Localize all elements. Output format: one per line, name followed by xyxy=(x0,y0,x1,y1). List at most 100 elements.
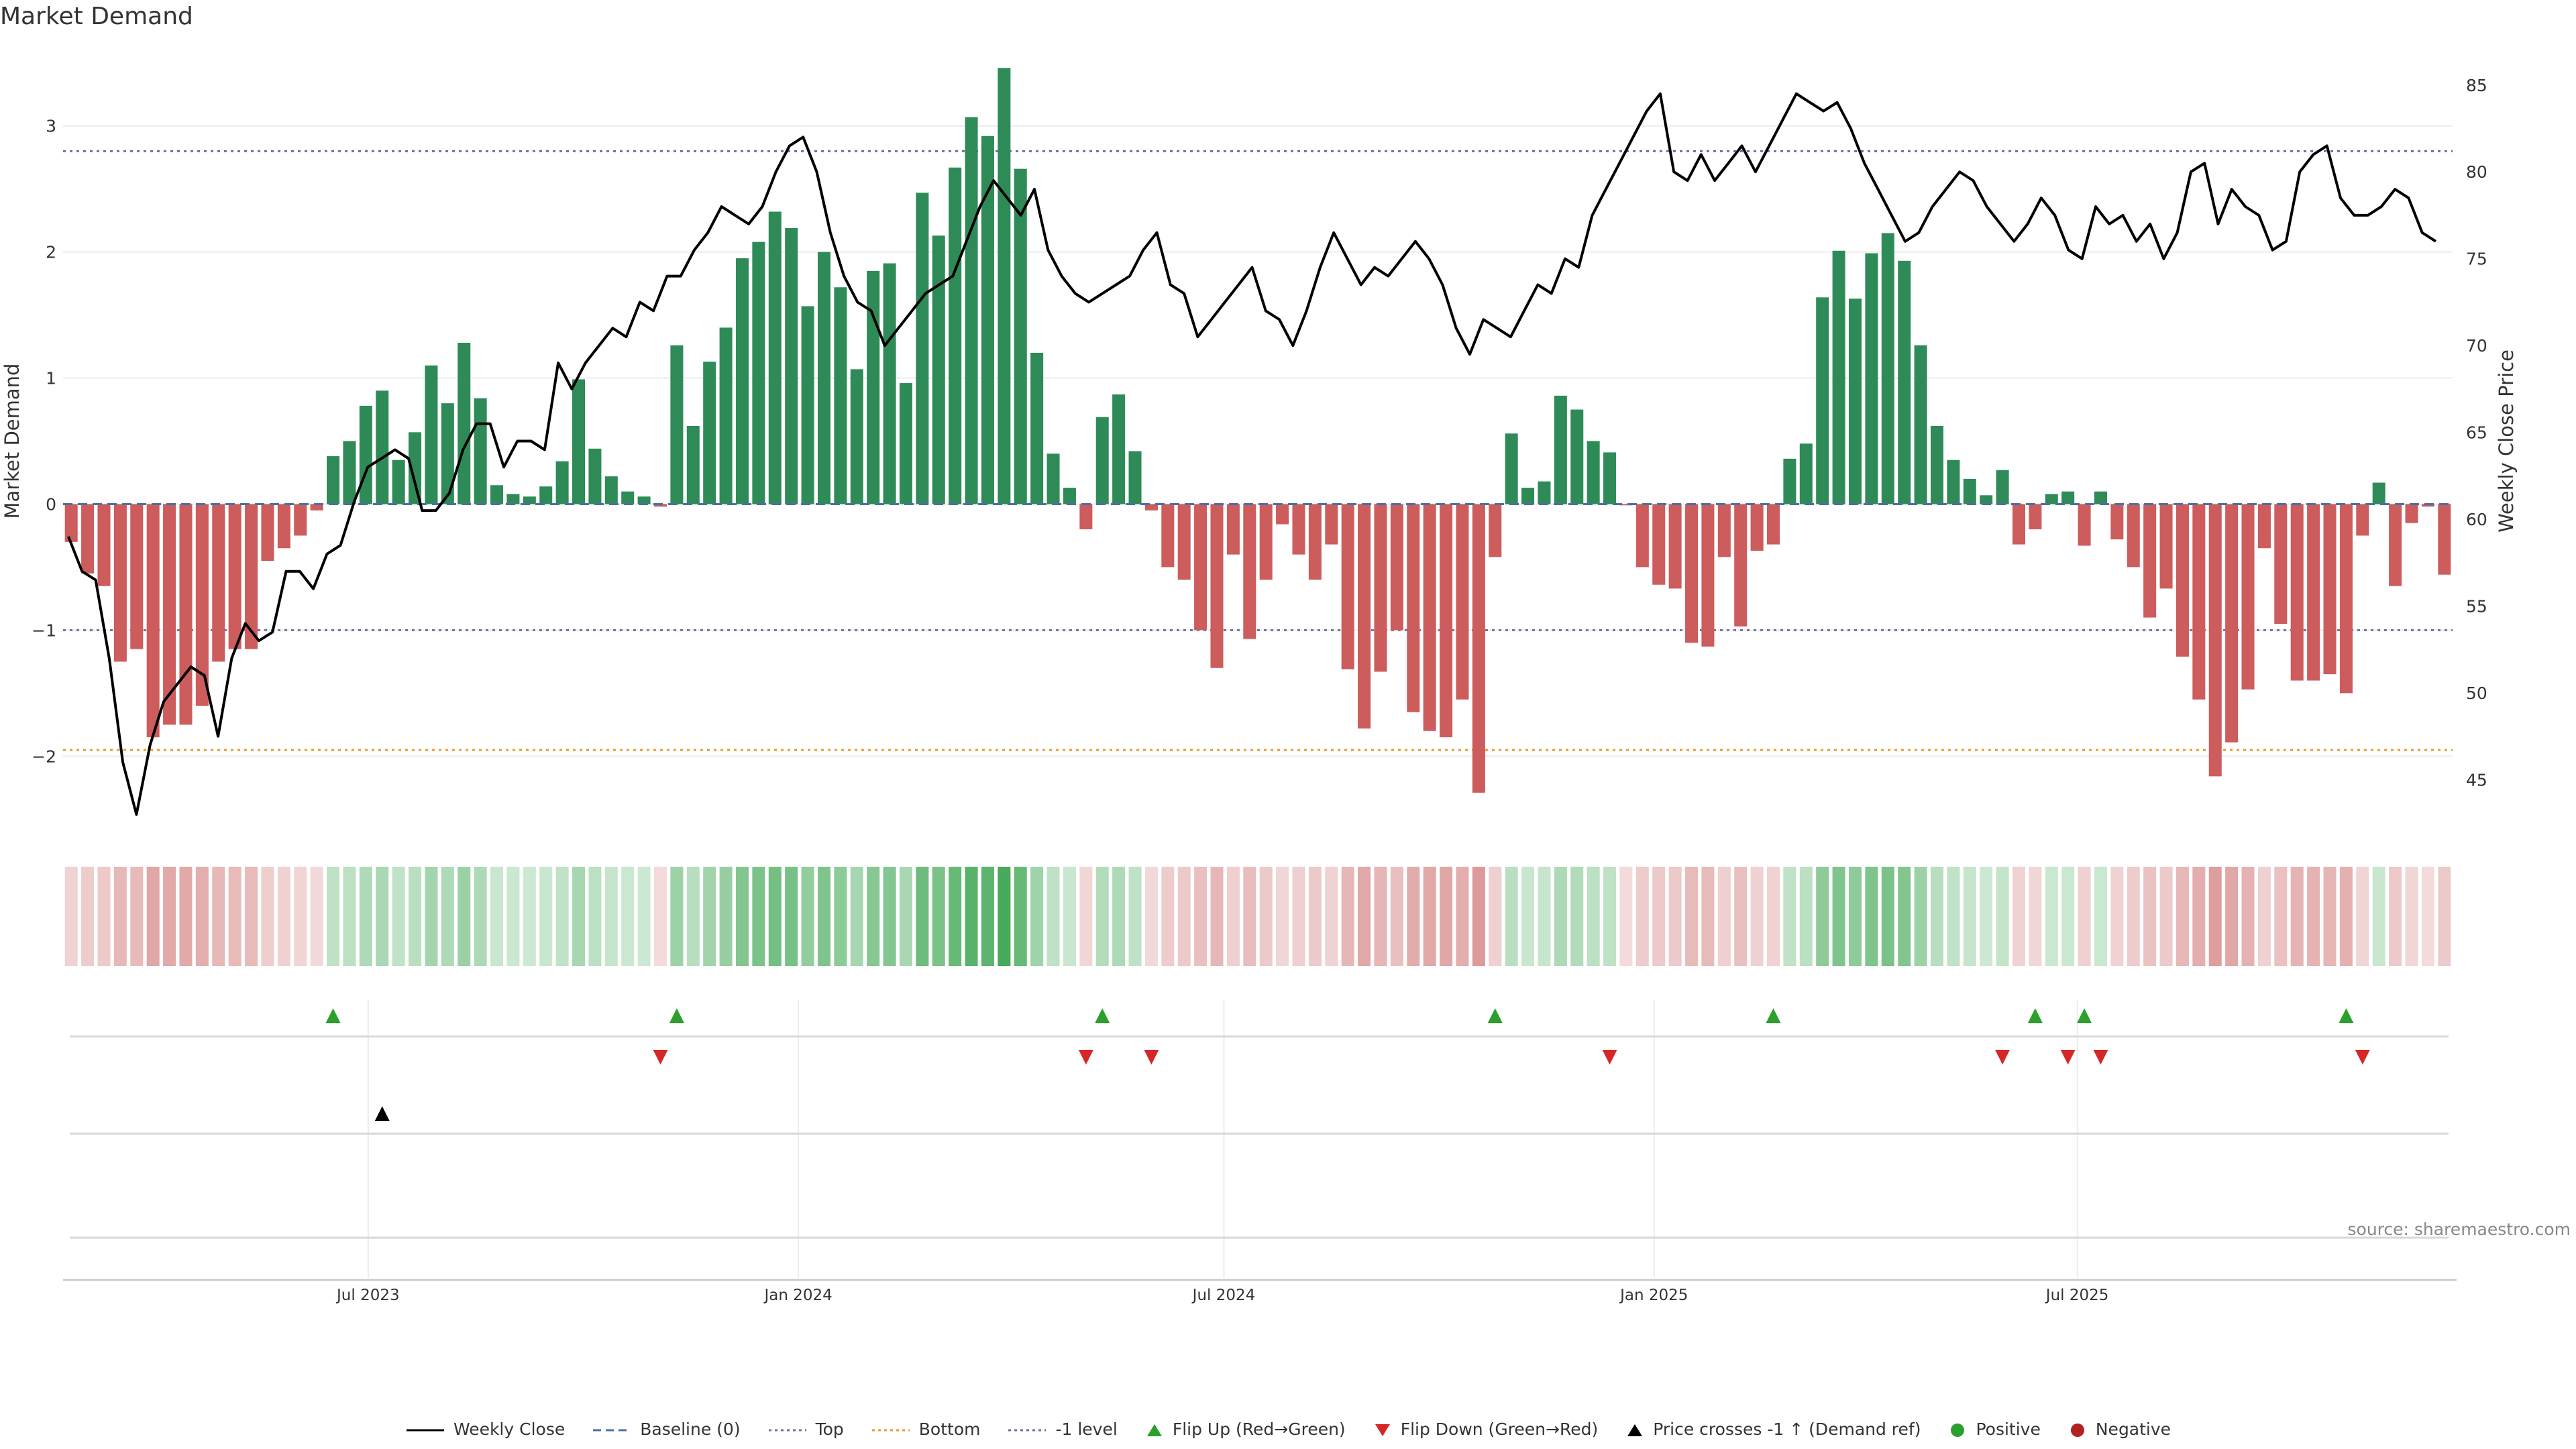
heat-strip-cell xyxy=(1226,867,1240,966)
demand-bar xyxy=(1996,470,2009,504)
heat-strip-cell xyxy=(801,867,814,966)
demand-bar xyxy=(2257,504,2271,549)
demand-bar xyxy=(1144,504,1158,511)
heat-strip-cell xyxy=(1619,867,1633,966)
heat-strip-cell xyxy=(228,867,241,966)
demand-bar xyxy=(1898,260,1911,504)
flip-up-marker xyxy=(1095,1008,1110,1023)
demand-bar xyxy=(245,504,258,649)
demand-bar xyxy=(1063,488,1076,504)
heat-strip-cell xyxy=(1489,867,1502,966)
demand-bar xyxy=(2143,504,2157,618)
heat-strip-cell xyxy=(81,867,95,966)
demand-bar xyxy=(1865,253,1878,504)
legend-item: Price crosses -1 ↑ (Demand ref) xyxy=(1625,1419,1921,1439)
legend-item: Top xyxy=(767,1419,844,1439)
flip-up-marker xyxy=(2077,1008,2092,1023)
heat-strip-cell xyxy=(146,867,160,966)
demand-bar xyxy=(1390,504,1403,631)
y2-tick-label: 60 xyxy=(2466,510,2487,529)
legend-item: Weekly Close xyxy=(405,1419,565,1439)
heat-strip-cell xyxy=(932,867,945,966)
heat-strip-cell xyxy=(474,867,487,966)
demand-bar xyxy=(1046,453,1060,504)
legend-item: Positive xyxy=(1947,1419,2041,1439)
x-tick-label: Jul 2024 xyxy=(1191,1287,1256,1304)
heat-strip-cell xyxy=(1734,867,1748,966)
legend-swatch xyxy=(1146,1424,1162,1436)
flip-down-marker xyxy=(2093,1050,2108,1065)
heat-strip-cell xyxy=(1210,867,1224,966)
demand-bar xyxy=(1095,417,1109,504)
demand-bar xyxy=(195,504,209,706)
demand-bar xyxy=(1701,504,1715,647)
demand-bar xyxy=(1766,504,1780,545)
heat-strip-cell xyxy=(1980,867,1993,966)
demand-bar xyxy=(458,342,471,504)
legend-item: Flip Up (Red→Green) xyxy=(1144,1419,1346,1439)
demand-bar xyxy=(2372,482,2385,504)
heat-strip-cell xyxy=(130,867,144,966)
heat-strip-cell xyxy=(1161,867,1175,966)
heat-strip-cell xyxy=(310,867,323,966)
heat-strip-cell xyxy=(1587,867,1600,966)
heat-strip-cell xyxy=(506,867,520,966)
demand-bar xyxy=(146,504,160,738)
heat-strip-cell xyxy=(490,867,504,966)
demand-bar xyxy=(899,383,912,504)
heat-strip-cell xyxy=(327,867,340,966)
heat-strip-cell xyxy=(2257,867,2271,966)
demand-bar xyxy=(801,306,814,504)
legend-label: Negative xyxy=(2095,1419,2171,1439)
demand-bar xyxy=(179,504,193,725)
heat-strip-cell xyxy=(2176,867,2189,966)
demand-bar xyxy=(1440,504,1453,738)
heat-strip-cell xyxy=(2045,867,2058,966)
heat-strip-cell xyxy=(409,867,422,966)
heat-strip-cell xyxy=(2356,867,2369,966)
heat-strip-cell xyxy=(834,867,847,966)
demand-bar xyxy=(588,448,602,504)
legend-label: Price crosses -1 ↑ (Demand ref) xyxy=(1653,1419,1921,1439)
heat-strip-cell xyxy=(2143,867,2157,966)
chart-title: Market Demand xyxy=(0,3,193,30)
heat-strip-cell xyxy=(113,867,127,966)
heat-strip-cell xyxy=(1766,867,1780,966)
flip-up-marker xyxy=(325,1008,341,1023)
y2-tick-label: 75 xyxy=(2466,250,2487,269)
y2-tick-label: 55 xyxy=(2466,596,2487,616)
demand-bar xyxy=(490,485,504,504)
heat-strip-cell xyxy=(1521,867,1535,966)
flip-down-marker xyxy=(2060,1050,2076,1065)
demand-bar xyxy=(2208,504,2222,777)
heat-strip-cell xyxy=(1079,867,1093,966)
demand-bar xyxy=(1128,451,1142,504)
heat-strip-cell xyxy=(2192,867,2206,966)
demand-bar xyxy=(294,504,307,536)
demand-bar xyxy=(1358,504,1371,729)
demand-bar xyxy=(1914,345,1927,504)
demand-bar xyxy=(2438,504,2451,575)
demand-bar xyxy=(1947,460,1960,504)
demand-bar xyxy=(883,263,896,504)
demand-bar xyxy=(2274,504,2288,624)
flip-up-marker xyxy=(669,1008,684,1023)
demand-bar xyxy=(2323,504,2337,675)
heat-strip-cell xyxy=(1095,867,1109,966)
demand-bar xyxy=(1374,504,1387,672)
heat-strip-cell xyxy=(2290,867,2304,966)
demand-bar xyxy=(425,365,438,504)
heat-strip-cell xyxy=(2421,867,2434,966)
y-tick-label: 0 xyxy=(46,494,56,514)
heat-strip-cell xyxy=(1292,867,1305,966)
demand-bar xyxy=(212,504,225,662)
heat-strip-cell xyxy=(1030,867,1044,966)
demand-bar xyxy=(735,258,749,504)
flip-up-marker xyxy=(2339,1008,2354,1023)
legend-swatch xyxy=(593,1429,631,1432)
demand-bar xyxy=(1587,441,1600,504)
heat-strip-cell xyxy=(621,867,635,966)
heat-strip-cell xyxy=(1570,867,1584,966)
y-tick-label: 1 xyxy=(46,369,56,388)
demand-bar xyxy=(2307,504,2320,681)
